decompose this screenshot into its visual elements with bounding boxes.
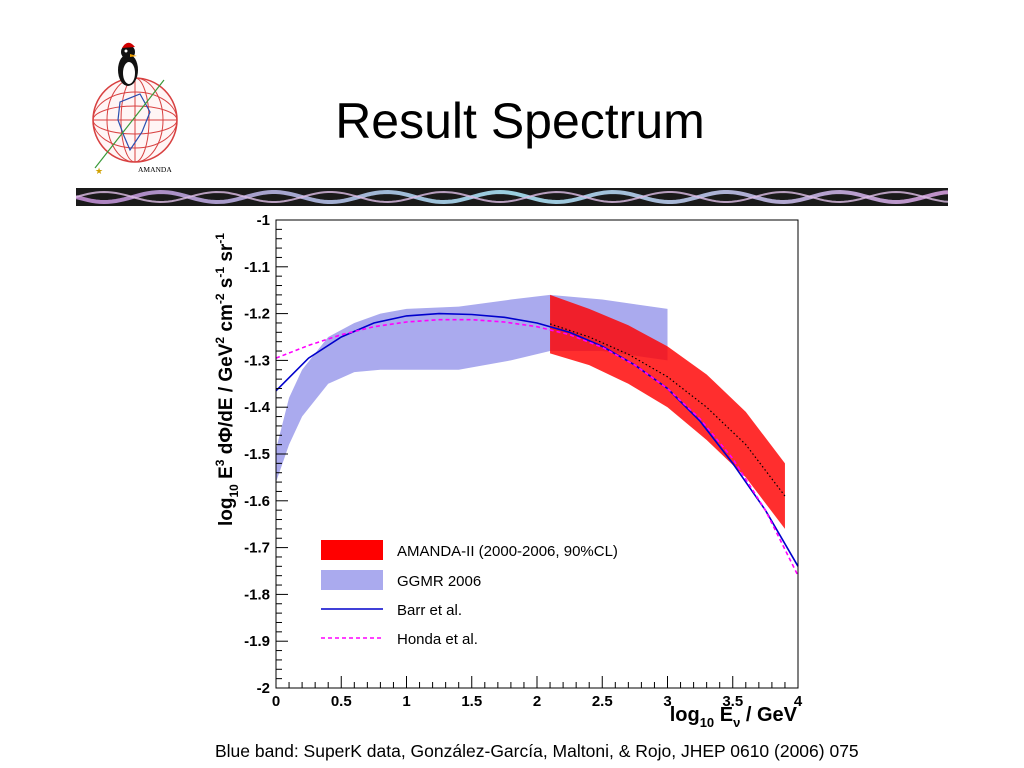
legend-label-barr: Barr et al. <box>397 602 462 619</box>
x-axis: 0 0.5 1 1.5 2 2.5 3 3.5 4 <box>272 676 803 710</box>
plot-frame <box>275 219 799 689</box>
svg-text:★: ★ <box>95 167 103 177</box>
wavy-banner-icon <box>76 188 948 206</box>
x-axis-title: log10 Eν / GeV <box>670 704 798 730</box>
line-honda <box>275 318 799 577</box>
x-tick-label: 2 <box>533 693 541 710</box>
y-axis-title: log10 E3 dΦ/dE / GeV2 cm-2 s-1 sr-1 <box>213 233 241 526</box>
bands-layer <box>276 294 785 529</box>
legend-swatch-ggmr <box>321 570 383 590</box>
x-tick-label: 3 <box>663 693 671 710</box>
y-tick-label: -1.7 <box>244 540 270 557</box>
slide-title: Result Spectrum <box>335 93 705 149</box>
line-amanda-bestfit <box>549 323 786 497</box>
legend-label-honda: Honda et al. <box>397 631 478 648</box>
y-tick-label: -1.5 <box>244 446 270 463</box>
amanda-logo: ★ AMANDA <box>92 42 178 177</box>
x-tick-label: 3.5 <box>722 693 743 710</box>
y-tick-label: -2 <box>257 680 270 697</box>
lines-layer <box>275 312 799 577</box>
legend-label-amanda: AMANDA-II (2000-2006, 90%CL) <box>397 543 618 560</box>
y-tick-label: -1.3 <box>244 352 270 369</box>
penguin-icon <box>118 42 138 86</box>
x-tick-label: 0 <box>272 693 280 710</box>
x-tick-label: 0.5 <box>331 693 352 710</box>
x-tick-label: 1.5 <box>461 693 482 710</box>
logo-text: AMANDA <box>138 165 172 174</box>
globe-icon: ★ <box>92 77 178 177</box>
slide-caption: Blue band: SuperK data, González-García,… <box>215 741 859 761</box>
y-tick-label: -1.6 <box>244 493 270 510</box>
x-tick-label: 2.5 <box>592 693 613 710</box>
y-tick-label: -1.8 <box>244 586 270 603</box>
line-barr <box>275 312 799 567</box>
legend-swatch-amanda <box>321 540 383 560</box>
spectrum-chart: 0 0.5 1 1.5 2 2.5 3 3.5 4 -2 -1.9 -1.8 -1.7 -1.6 -1.5… <box>213 212 803 730</box>
band-amanda <box>550 294 785 529</box>
legend: AMANDA-II (2000-2006, 90%CL) GGMR 2006 B… <box>321 540 618 648</box>
y-tick-label: -1 <box>257 212 270 229</box>
y-tick-label: -1.1 <box>244 259 270 276</box>
legend-label-ggmr: GGMR 2006 <box>397 573 481 590</box>
y-tick-label: -1.4 <box>244 399 271 416</box>
y-tick-label: -1.2 <box>244 306 270 323</box>
y-axis: -2 -1.9 -1.8 -1.7 -1.6 -1.5 -1.4 -1.3 -1.2 -1.1 -1 <box>244 212 288 697</box>
x-tick-label: 4 <box>794 693 803 710</box>
x-tick-label: 1 <box>402 693 410 710</box>
y-tick-label: -1.9 <box>244 633 270 650</box>
